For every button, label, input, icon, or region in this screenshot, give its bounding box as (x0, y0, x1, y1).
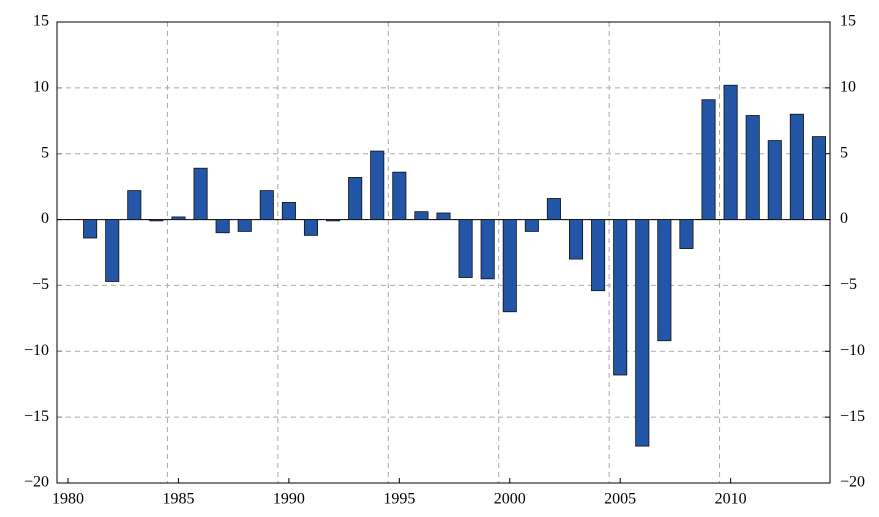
bar (237, 219, 252, 232)
bar (502, 219, 517, 313)
bar (392, 171, 407, 220)
bar (679, 219, 694, 249)
bar (171, 216, 186, 220)
bar (436, 212, 451, 220)
bar (546, 198, 561, 220)
x-tick-label: 2000 (494, 491, 526, 508)
bar (83, 219, 98, 239)
y2-tick-label: 5 (840, 144, 848, 161)
y-tick-label: 15 (33, 13, 49, 30)
y2-tick-label: −10 (840, 342, 865, 359)
bar (326, 219, 341, 222)
y-tick-label: −20 (24, 474, 49, 491)
bar (215, 219, 230, 234)
bar (524, 219, 539, 232)
plot-frame (56, 21, 831, 484)
bar (613, 219, 628, 376)
y-tick-label: −5 (32, 276, 49, 293)
x-tick-label: 1995 (383, 491, 415, 508)
bar (701, 99, 716, 220)
y-tick-label: 0 (41, 210, 49, 227)
x-tick-label: 1985 (162, 491, 194, 508)
y-tick-label: 10 (33, 79, 49, 96)
bar (591, 219, 606, 292)
bar (105, 219, 120, 282)
bar (414, 211, 429, 220)
bar (657, 219, 672, 342)
bar (303, 219, 319, 236)
y-tick-label: −15 (24, 408, 49, 425)
bar (789, 113, 804, 220)
bar (745, 115, 760, 220)
bar (149, 219, 164, 222)
y2-tick-label: −20 (840, 474, 865, 491)
y2-tick-label: 0 (840, 210, 848, 227)
x-tick-label: 1980 (52, 491, 84, 508)
bar (723, 84, 738, 220)
y-tick-label: 5 (41, 144, 49, 161)
bar (281, 202, 296, 220)
y-tick-label: −10 (24, 342, 49, 359)
bar (127, 190, 142, 220)
bar (767, 140, 782, 220)
bar (458, 219, 473, 278)
x-tick-label: 1990 (273, 491, 305, 508)
bar (568, 219, 584, 260)
bar (370, 150, 385, 220)
bar (635, 219, 650, 447)
y2-tick-label: 15 (840, 13, 856, 30)
bar (259, 190, 274, 220)
x-tick-label: 2010 (715, 491, 747, 508)
bar (193, 167, 208, 220)
y2-tick-label: 10 (840, 79, 856, 96)
y2-tick-label: −5 (840, 276, 857, 293)
bar (811, 136, 826, 220)
bar (348, 177, 363, 220)
y2-tick-label: −15 (840, 408, 865, 425)
x-tick-label: 2005 (604, 491, 636, 508)
bar (480, 219, 495, 280)
